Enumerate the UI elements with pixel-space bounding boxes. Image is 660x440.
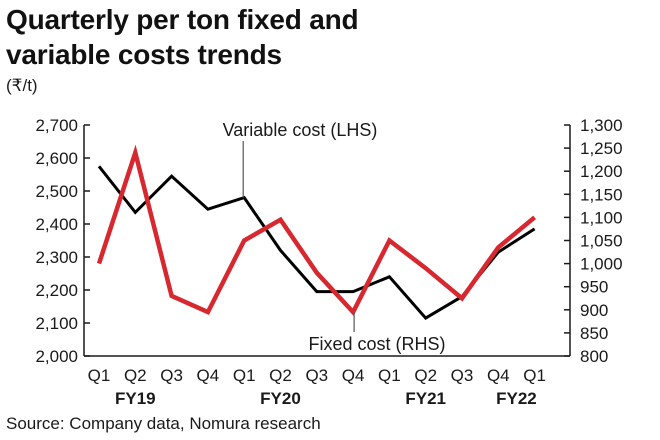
right-tick-label: 1,150 — [580, 185, 623, 204]
right-tick-label: 800 — [580, 347, 608, 366]
left-tick-label: 2,400 — [35, 215, 78, 234]
source-note: Source: Company data, Nomura research — [6, 414, 321, 433]
right-tick-label: 900 — [580, 301, 608, 320]
left-tick-label: 2,000 — [35, 347, 78, 366]
x-tick-label: Q4 — [487, 366, 510, 385]
variable-cost-line — [97, 165, 536, 321]
x-tick-label: Q2 — [269, 366, 292, 385]
chart-title: Quarterly per ton fixed and variable cos… — [6, 2, 656, 72]
right-tick-label: 1,300 — [580, 116, 623, 135]
title-line-2: variable costs trends — [6, 39, 282, 70]
x-tick-label: Q3 — [305, 366, 328, 385]
right-tick-label: 1,200 — [580, 162, 623, 181]
right-tick-label: 1,000 — [580, 255, 623, 274]
left-tick-label: 2,200 — [35, 281, 78, 300]
right-tick-label: 1,250 — [580, 139, 623, 158]
fixed-cost-annotation: Fixed cost (RHS) — [308, 334, 445, 354]
x-tick-label: Q3 — [160, 366, 183, 385]
x-tick-label: Q2 — [124, 366, 147, 385]
left-tick-label: 2,100 — [35, 314, 78, 333]
right-tick-label: 850 — [580, 324, 608, 343]
x-tick-label: Q1 — [378, 366, 401, 385]
right-tick-label: 1,100 — [580, 208, 623, 227]
x-tick-label: Q4 — [197, 366, 220, 385]
left-tick-label: 2,500 — [35, 182, 78, 201]
variable-cost-annotation: Variable cost (LHS) — [223, 120, 378, 140]
fiscal-year-label: FY21 — [405, 389, 446, 408]
x-tick-label: Q1 — [88, 366, 111, 385]
left-tick-label: 2,600 — [35, 149, 78, 168]
title-line-1: Quarterly per ton fixed and — [6, 4, 359, 35]
x-tick-label: Q1 — [523, 366, 546, 385]
fiscal-year-label: FY22 — [496, 389, 537, 408]
unit-label: (₹/t) — [6, 76, 38, 95]
right-tick-label: 1,050 — [580, 232, 623, 251]
x-tick-label: Q2 — [414, 366, 437, 385]
fixed-cost-line — [96, 144, 537, 317]
left-tick-label: 2,300 — [35, 248, 78, 267]
x-tick-label: Q4 — [342, 366, 365, 385]
left-tick-label: 2,700 — [35, 116, 78, 135]
fiscal-year-label: FY19 — [115, 389, 156, 408]
x-tick-label: Q1 — [233, 366, 256, 385]
x-tick-label: Q3 — [451, 366, 474, 385]
right-tick-label: 950 — [580, 278, 608, 297]
fiscal-year-label: FY20 — [260, 389, 301, 408]
